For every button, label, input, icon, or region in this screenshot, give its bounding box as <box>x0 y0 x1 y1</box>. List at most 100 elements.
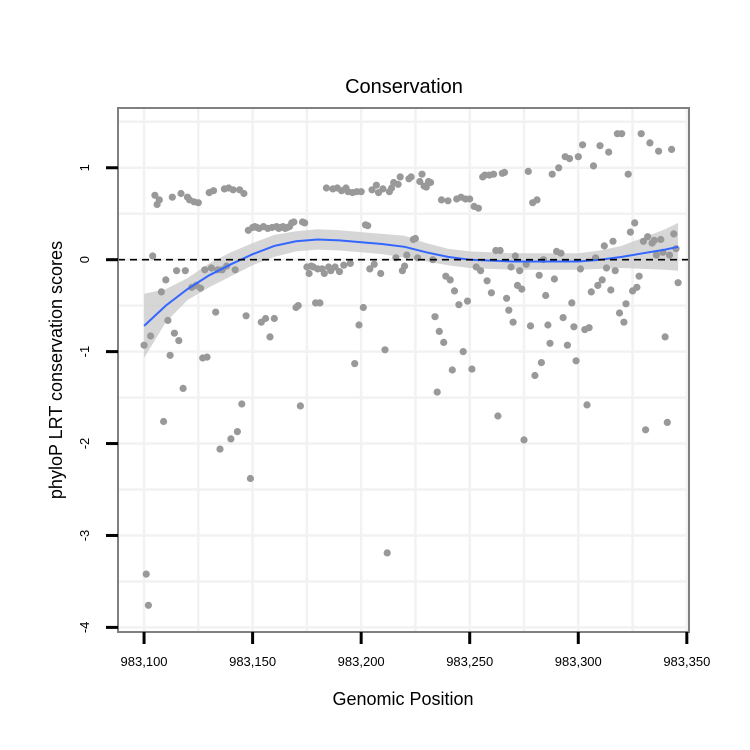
data-point-60 <box>270 314 278 323</box>
data-point-112 <box>383 549 391 557</box>
y-tick-label: 1 <box>77 164 92 171</box>
data-point-207 <box>589 162 598 170</box>
data-point-244 <box>670 230 678 238</box>
data-point-58 <box>266 333 274 341</box>
data-point-174 <box>518 285 526 293</box>
data-point-69 <box>290 218 298 226</box>
data-point-107 <box>372 181 380 189</box>
data-point-110 <box>379 185 387 193</box>
x-tick-label: 983,150 <box>229 654 276 669</box>
data-point-236 <box>652 251 661 259</box>
data-point-18 <box>179 384 187 392</box>
y-tick-label: -1 <box>77 346 92 358</box>
data-point-104 <box>366 265 374 273</box>
data-point-15 <box>173 267 181 275</box>
x-axis-title: Genomic Position <box>332 689 473 709</box>
data-point-198 <box>570 323 578 331</box>
x-tick-label: 983,100 <box>121 654 168 669</box>
data-point-167 <box>503 294 511 302</box>
data-point-223 <box>624 170 632 178</box>
data-point-149 <box>463 297 472 305</box>
axes: 983,100 983,150 983,200 983,250 983,300 983,3… <box>77 107 710 669</box>
data-point-31 <box>207 264 215 272</box>
data-point-200 <box>574 153 582 161</box>
data-point-160 <box>487 289 495 297</box>
data-point-246 <box>674 279 682 287</box>
data-point-33 <box>212 308 220 316</box>
data-point-134 <box>431 313 439 321</box>
data-point-11 <box>164 316 172 324</box>
data-point-154 <box>474 204 482 212</box>
x-tick-label: 983,350 <box>663 654 710 669</box>
data-point-229 <box>637 130 645 138</box>
data-point-14 <box>170 329 178 337</box>
data-point-125 <box>411 234 419 243</box>
data-point-213 <box>602 264 611 272</box>
data-point-232 <box>644 233 652 241</box>
data-point-0 <box>140 341 148 349</box>
data-point-26 <box>196 284 205 292</box>
data-point-224 <box>626 228 635 236</box>
data-point-19 <box>181 267 189 275</box>
data-point-97 <box>351 360 359 368</box>
data-point-168 <box>505 306 513 314</box>
data-point-150 <box>466 195 474 203</box>
data-point-171 <box>511 252 519 260</box>
data-point-137 <box>437 196 446 204</box>
data-point-29 <box>203 353 211 361</box>
data-point-163 <box>494 412 502 420</box>
data-point-216 <box>609 237 617 245</box>
data-point-201 <box>576 265 585 273</box>
data-point-180 <box>531 371 539 380</box>
data-point-25 <box>194 199 202 207</box>
data-point-13 <box>168 193 176 201</box>
data-point-227 <box>633 283 641 291</box>
data-point-71 <box>294 302 302 310</box>
data-point-177 <box>524 167 532 175</box>
data-point-136 <box>435 327 443 335</box>
data-point-45 <box>238 400 246 408</box>
data-point-209 <box>594 281 602 289</box>
data-point-188 <box>548 170 556 178</box>
data-point-99 <box>355 321 363 329</box>
data-point-40 <box>227 435 235 443</box>
data-point-43 <box>233 428 241 436</box>
data-point-204 <box>583 401 591 409</box>
data-point-233 <box>646 139 654 147</box>
data-point-143 <box>450 287 459 295</box>
data-point-147 <box>459 348 467 356</box>
data-point-181 <box>533 196 541 204</box>
data-point-9 <box>160 417 168 426</box>
data-point-140 <box>444 197 452 205</box>
data-point-161 <box>490 170 498 178</box>
data-point-1 <box>142 570 150 578</box>
data-point-221 <box>620 318 628 326</box>
data-point-46 <box>240 189 248 198</box>
data-point-49 <box>246 474 254 483</box>
data-point-142 <box>448 366 456 374</box>
data-point-135 <box>433 388 441 396</box>
data-point-231 <box>642 426 650 434</box>
data-point-109 <box>377 269 385 278</box>
data-point-111 <box>381 346 389 354</box>
data-point-121 <box>403 251 411 259</box>
data-point-182 <box>535 271 543 279</box>
data-point-151 <box>468 365 476 373</box>
data-point-240 <box>661 333 669 341</box>
data-point-2 <box>144 601 152 609</box>
data-point-76 <box>305 269 313 278</box>
data-point-164 <box>496 246 504 255</box>
data-point-241 <box>663 418 671 426</box>
data-point-28 <box>201 266 209 274</box>
data-point-210 <box>596 142 604 150</box>
y-axis-title: phyloP LRT conservation scores <box>46 241 66 499</box>
data-point-187 <box>546 339 554 347</box>
data-point-219 <box>615 309 624 317</box>
data-point-4 <box>149 252 157 260</box>
data-point-215 <box>607 286 615 294</box>
data-point-101 <box>359 303 367 312</box>
data-point-235 <box>650 236 658 244</box>
data-point-47 <box>242 312 250 320</box>
data-point-242 <box>665 251 674 259</box>
data-point-205 <box>585 324 593 332</box>
